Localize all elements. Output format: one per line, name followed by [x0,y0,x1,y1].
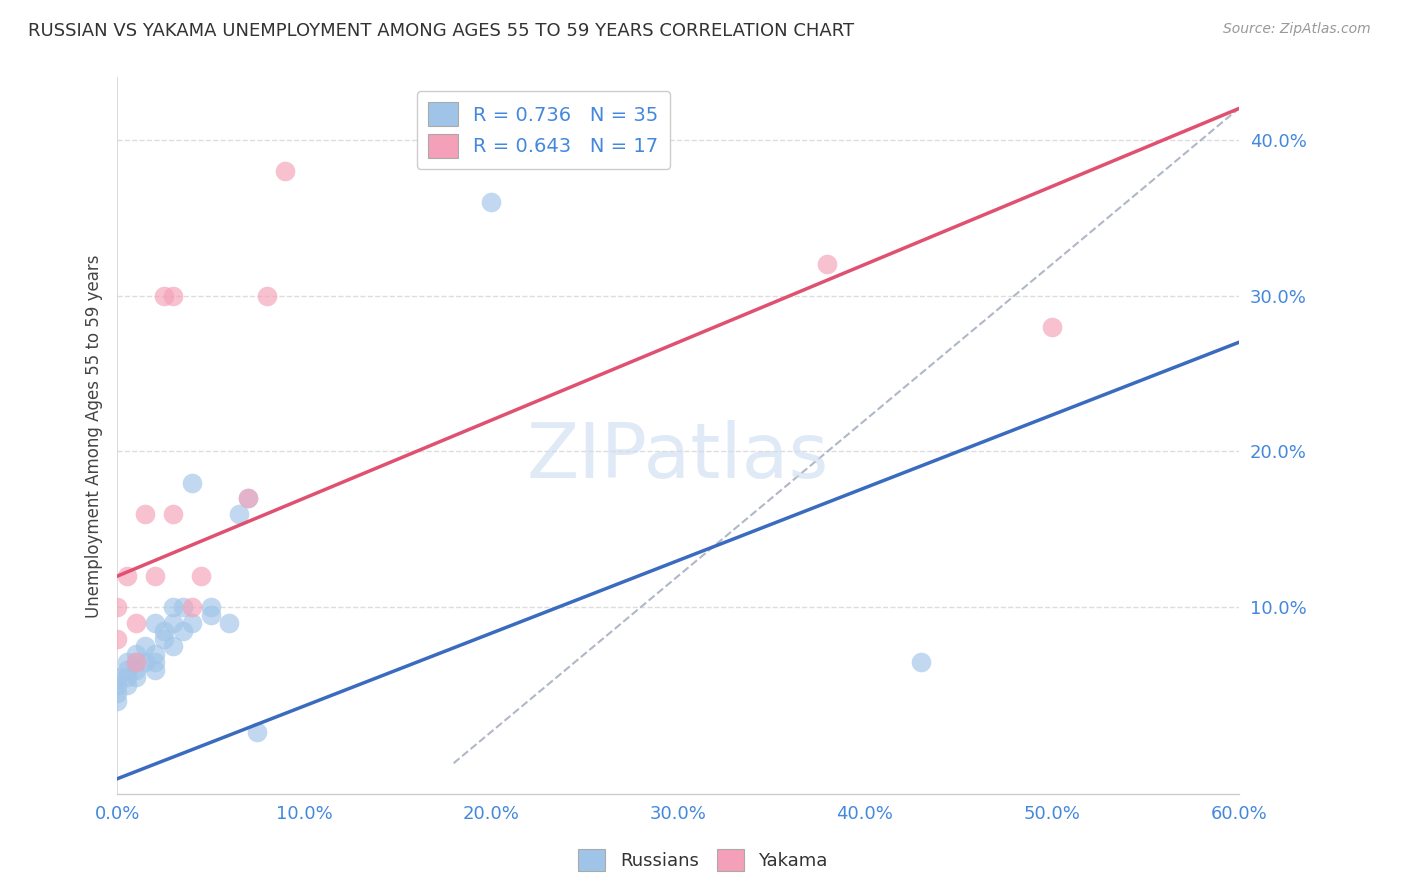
Point [105,632,128,646]
Point [181,600,204,615]
Point [181,475,204,490]
Point [143,569,166,583]
Legend: R = 0.736   N = 35, R = 0.643   N = 17: R = 0.736 N = 35, R = 0.643 N = 17 [416,91,671,169]
Point [125,655,148,669]
Point [172,624,194,638]
Point [162,600,184,615]
Legend: Russians, Yakama: Russians, Yakama [571,842,835,879]
Text: ZIPatlas: ZIPatlas [527,420,830,494]
Point [479,195,502,210]
Point [125,663,148,677]
Point [236,491,259,506]
Point [143,615,166,630]
Point [153,632,176,646]
Point [153,624,176,638]
Point [228,507,250,521]
Point [105,686,128,700]
Point [105,694,128,708]
Point [200,608,222,623]
Point [153,288,176,302]
Point [274,164,297,178]
Point [162,640,184,654]
Point [190,569,212,583]
Point [162,615,184,630]
Point [246,725,269,739]
Point [143,647,166,661]
Point [125,647,148,661]
Point [134,640,156,654]
Point [143,655,166,669]
Text: Source: ZipAtlas.com: Source: ZipAtlas.com [1223,22,1371,37]
Point [105,678,128,692]
Point [115,569,138,583]
Point [143,663,166,677]
Point [1040,319,1063,334]
Point [256,288,278,302]
Point [218,615,240,630]
Point [125,655,148,669]
Point [115,671,138,685]
Point [105,600,128,615]
Point [125,671,148,685]
Y-axis label: Unemployment Among Ages 55 to 59 years: Unemployment Among Ages 55 to 59 years [86,254,103,617]
Point [115,678,138,692]
Point [115,663,138,677]
Point [134,507,156,521]
Point [125,615,148,630]
Point [200,600,222,615]
Point [236,491,259,506]
Point [162,288,184,302]
Point [105,671,128,685]
Point [115,655,138,669]
Point [172,600,194,615]
Point [181,615,204,630]
Point [910,655,932,669]
Point [817,257,839,271]
Text: RUSSIAN VS YAKAMA UNEMPLOYMENT AMONG AGES 55 TO 59 YEARS CORRELATION CHART: RUSSIAN VS YAKAMA UNEMPLOYMENT AMONG AGE… [28,22,855,40]
Point [162,507,184,521]
Point [134,655,156,669]
